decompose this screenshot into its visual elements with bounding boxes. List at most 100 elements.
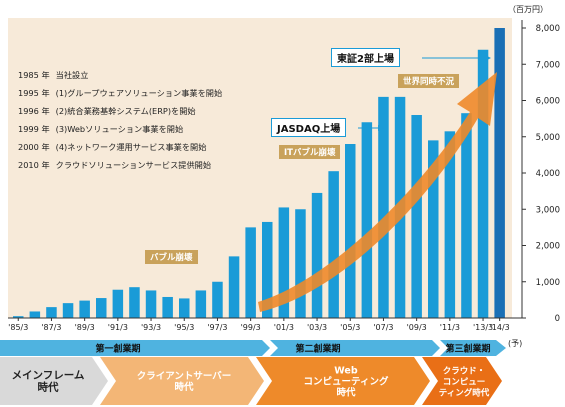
tosho-arrowhead: [485, 55, 491, 61]
era-label: コンピュー: [443, 377, 486, 388]
bar: [295, 209, 306, 318]
bar: [129, 287, 140, 318]
history-year: 1985 年: [18, 70, 50, 80]
history-item: 1996 年 (2)統合業務基幹システム(ERP)を開始: [18, 105, 196, 117]
y-unit-label: （百万円）: [508, 5, 548, 14]
history-year: 2010 年: [18, 160, 50, 170]
growth-arrow: [258, 72, 497, 312]
bar: [494, 28, 505, 318]
x-tick-label: '91/3: [108, 323, 128, 332]
phase-label: 第三創業期: [445, 343, 490, 355]
it-bubble-collapse-tag: ITバブル崩壊: [279, 145, 341, 159]
x-tick-label: '99/3: [241, 323, 261, 332]
bar: [112, 289, 124, 318]
bar: [179, 298, 190, 318]
era-block: [256, 357, 430, 405]
bar: [96, 298, 107, 318]
era-label: メインフレーム: [12, 370, 85, 382]
history-year: 1996 年: [18, 106, 50, 116]
x-tick-label: '09/3: [407, 323, 427, 332]
forecast-suffix: (予): [508, 339, 523, 348]
bar: [477, 49, 489, 318]
phase-divider: [262, 340, 278, 356]
history-text: 当社設立: [55, 70, 89, 80]
y-tick-label: 2,000: [536, 242, 560, 252]
history-item: 1995 年 (1)グループウェアソリューション事業を開始: [18, 87, 222, 99]
y-tick-label: 4,000: [536, 169, 560, 179]
bar: [62, 303, 74, 318]
bubble-collapse-tag: バブル崩壊: [145, 250, 198, 264]
era-block: [422, 357, 502, 405]
era-label: 時代: [336, 387, 356, 399]
jasdaq-listing-callout: JASDAQ上場: [271, 118, 347, 137]
history-item: 1985 年当社設立: [18, 69, 88, 81]
bar: [195, 290, 207, 318]
x-tick-label: '97/3: [207, 323, 227, 332]
bar: [79, 300, 90, 318]
history-year: 1999 年: [18, 124, 50, 134]
era-label: Web: [334, 366, 358, 377]
bar: [13, 316, 24, 318]
bar: [262, 221, 273, 318]
phase-label: 第二創業期: [295, 343, 340, 355]
y-tick-label: 7,000: [536, 60, 560, 70]
era-label: クラウド・: [443, 366, 486, 377]
history-item: 2010 年クラウドソリューションサービス提供開始: [18, 159, 211, 171]
x-tick-label: '01/3: [274, 323, 294, 332]
x-tick-label: '95/3: [174, 323, 194, 332]
x-tick-label: '11/3: [440, 323, 460, 332]
history-text: (1)グループウェアソリューション事業を開始: [55, 88, 223, 98]
x-tick-label: '85/3: [8, 323, 28, 332]
bar: [444, 131, 456, 318]
history-item: 2000 年 (4)ネットワーク運用サービス事業を開始: [18, 141, 206, 153]
history-text: クラウドソリューションサービス提供開始: [55, 160, 212, 170]
jasdaq-arrowhead: [378, 125, 384, 131]
bar: [428, 140, 439, 318]
era-label: コンピューティング: [304, 376, 389, 388]
bar: [162, 296, 173, 318]
tosho-listing-callout: 東証2部上場: [331, 48, 400, 67]
x-tick-label: '14/3: [490, 323, 510, 332]
bar: [378, 96, 389, 318]
era-block: [100, 357, 264, 405]
x-tick-label: '07/3: [373, 323, 393, 332]
bar: [461, 113, 472, 318]
phase-band-tip: [496, 340, 506, 356]
phase-label: 第一創業期: [95, 343, 140, 355]
history-text: (4)ネットワーク運用サービス事業を開始: [55, 142, 207, 152]
history-year: 1995 年: [18, 88, 50, 98]
y-tick-label: 5,000: [536, 133, 560, 143]
y-tick-label: 8,000: [536, 24, 560, 34]
bar: [46, 307, 57, 318]
bar: [345, 144, 356, 318]
bar: [328, 171, 339, 318]
y-tick-label: 1,000: [536, 278, 560, 288]
era-label: クライアントサーバー: [137, 370, 232, 382]
y-tick-label: 6,000: [536, 97, 560, 107]
era-label: 時代: [38, 381, 59, 394]
x-tick-label: '03/3: [307, 323, 327, 332]
bar: [212, 281, 223, 318]
bar: [361, 122, 373, 318]
bar: [411, 115, 422, 318]
history-text: (3)Webソリューション事業を開始: [55, 124, 184, 134]
bar: [228, 256, 240, 318]
x-tick-label: '87/3: [41, 323, 61, 332]
phase-divider: [432, 340, 448, 356]
history-text: (2)統合業務基幹システム(ERP)を開始: [55, 106, 196, 116]
history-item: 1999 年 (3)Webソリューション事業を開始: [18, 123, 183, 135]
era-label: 時代: [174, 381, 194, 393]
x-tick-label: '89/3: [75, 323, 95, 332]
y-tick-label: 3,000: [536, 205, 560, 215]
era-label: ティング時代: [439, 388, 490, 399]
world-recession-tag: 世界同時不況: [398, 74, 460, 88]
bar: [145, 290, 157, 318]
bar: [278, 207, 290, 318]
era-block: [0, 357, 108, 405]
y-tick-label: 0: [555, 314, 560, 324]
bar: [245, 227, 256, 318]
bar: [29, 311, 41, 318]
bar: [311, 192, 323, 318]
x-tick-label: '13/3: [473, 323, 493, 332]
